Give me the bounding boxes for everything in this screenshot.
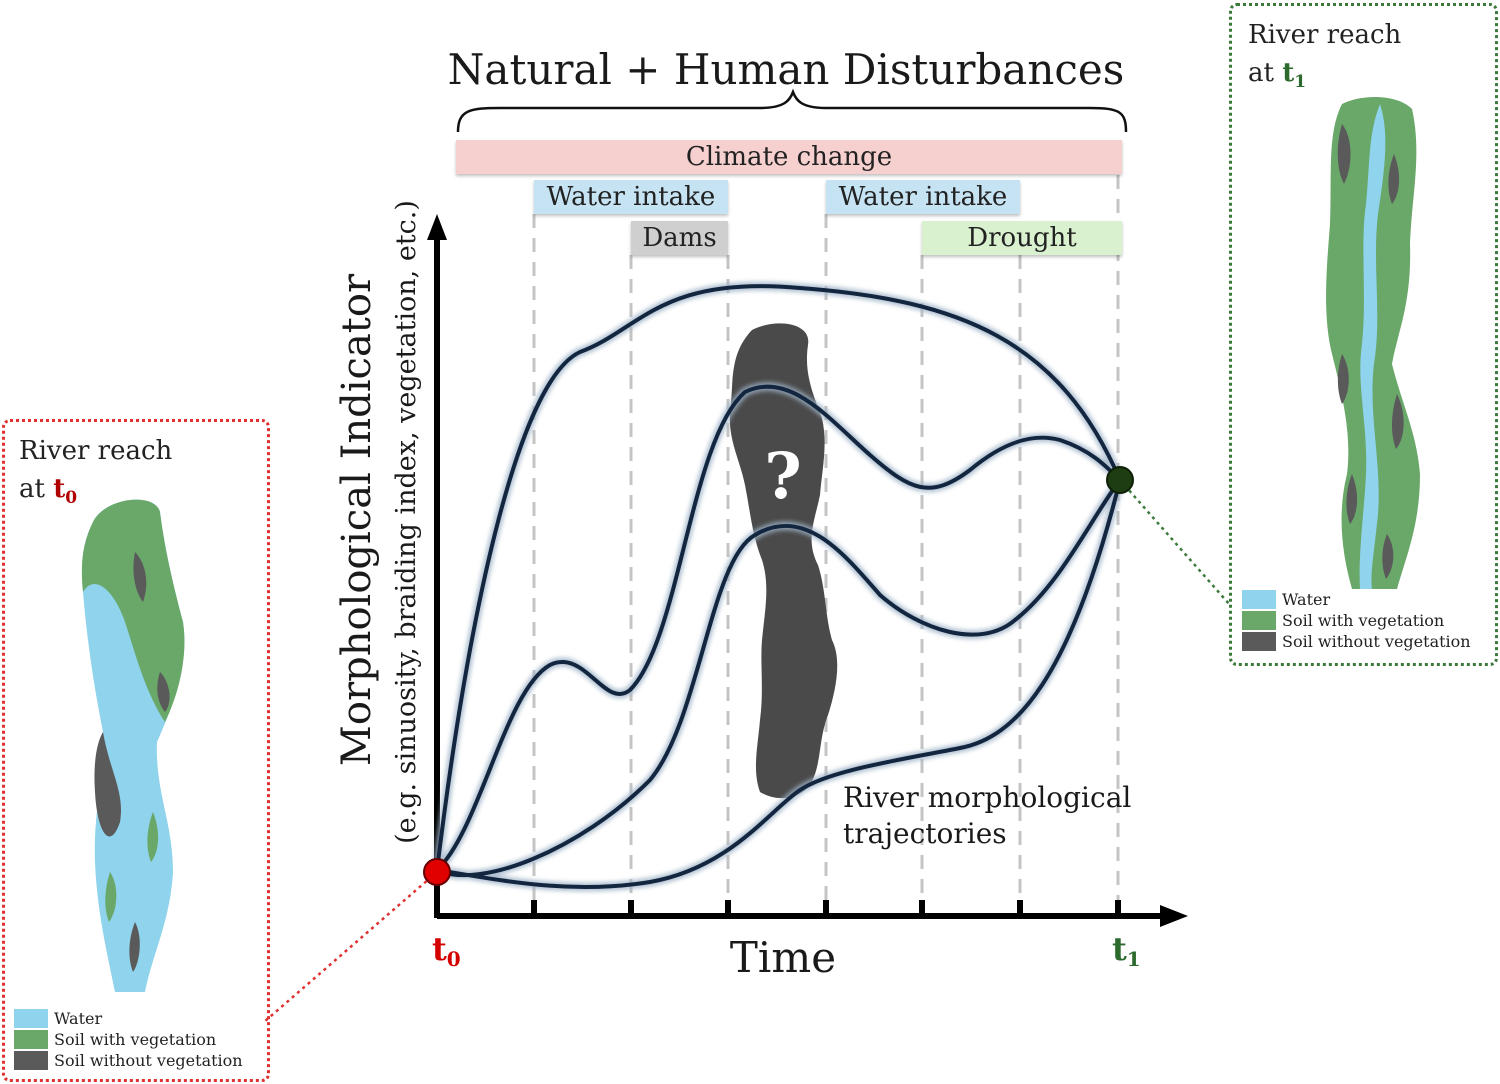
unknown-region-blob <box>729 323 838 799</box>
legend-item-soil-noveg: Soil without vegetation <box>1242 631 1471 652</box>
legend-swatch-soil-noveg <box>14 1051 48 1070</box>
start-tick-label: t0 <box>432 930 461 971</box>
end-point <box>1106 466 1134 494</box>
left-legend: Water Soil with vegetation Soil without … <box>14 1008 243 1071</box>
trajectory-oscillating <box>435 384 1122 872</box>
right-panel-title: River reach at t1 <box>1248 20 1402 93</box>
trajectories-label-line2: trajectories <box>843 817 1007 850</box>
start-point <box>423 858 451 886</box>
right-river-panel: River reach at t1 Water Soil with vegeta… <box>1229 3 1498 666</box>
title-text: Natural + Human Disturbances <box>448 45 1125 94</box>
axes <box>434 236 1170 919</box>
river-reach-t1-map <box>1326 97 1420 590</box>
bar-drought: Drought <box>922 221 1122 255</box>
bar-climate-change: Climate change <box>456 140 1122 174</box>
x-axis-arrow <box>1160 905 1188 927</box>
legend-swatch-soil-veg <box>1242 611 1276 630</box>
right-legend: Water Soil with vegetation Soil without … <box>1242 589 1471 652</box>
trajectory-curves <box>435 284 1122 890</box>
left-connector-line <box>263 871 438 1023</box>
legend-item-soil-veg: Soil with vegetation <box>1242 610 1471 631</box>
trajectory-upper <box>435 284 1122 871</box>
left-panel-time: t0 <box>53 474 78 509</box>
legend-swatch-water <box>1242 590 1276 609</box>
trajectory-lower <box>436 479 1122 890</box>
bar-water-intake-1: Water intake <box>534 180 728 214</box>
end-tick-label: t1 <box>1112 930 1141 971</box>
legend-swatch-soil-noveg <box>1242 632 1276 651</box>
right-connector-line <box>1119 479 1231 606</box>
left-panel-title: River reach at t0 <box>19 436 173 509</box>
bar-dams: Dams <box>631 221 728 255</box>
y-axis-label: Morphological Indicator <box>334 273 380 766</box>
unknown-question-mark: ? <box>764 439 802 514</box>
x-axis-label: Time <box>730 933 836 982</box>
trajectory-middle <box>436 478 1122 878</box>
bar-water-intake-2: Water intake <box>826 180 1020 214</box>
trajectories-label-line1: River morphological <box>843 781 1131 814</box>
x-axis-ticks <box>531 900 1121 916</box>
legend-item-water: Water <box>14 1008 243 1029</box>
legend-item-soil-noveg: Soil without vegetation <box>14 1050 243 1071</box>
legend-item-water: Water <box>1242 589 1471 610</box>
legend-swatch-water <box>14 1009 48 1028</box>
title-brace <box>456 88 1128 133</box>
legend-item-soil-veg: Soil with vegetation <box>14 1029 243 1050</box>
y-axis-arrow <box>427 214 447 240</box>
left-river-panel: River reach at t0 Water Soil with vegeta… <box>2 419 270 1082</box>
right-panel-time: t1 <box>1282 58 1307 93</box>
legend-swatch-soil-veg <box>14 1030 48 1049</box>
river-reach-t0-map <box>81 499 185 992</box>
y-axis-sublabel: (e.g. sinuosity, braiding index, vegetat… <box>391 200 422 844</box>
